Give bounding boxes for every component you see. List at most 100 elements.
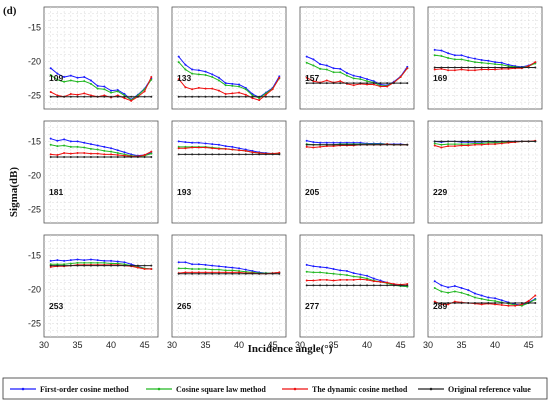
data-point: [89, 258, 92, 261]
data-point: [83, 141, 86, 144]
series-line: [178, 56, 280, 99]
data-point: [204, 272, 207, 275]
series-line: [434, 49, 536, 68]
legend-entry-reference: Original reference value: [418, 385, 531, 394]
data-point: [473, 296, 476, 299]
panel-label: 157: [305, 73, 319, 83]
data-point: [56, 156, 59, 159]
panel-frame: [427, 6, 543, 110]
x-tick-label: 30: [39, 340, 49, 350]
data-point: [467, 140, 470, 143]
data-point: [339, 80, 342, 83]
grid: [44, 235, 158, 337]
data-point: [352, 272, 355, 275]
data-point: [197, 73, 200, 76]
data-point: [352, 84, 355, 87]
data-point: [460, 54, 463, 57]
data-point: [63, 264, 66, 267]
data-point: [197, 153, 200, 156]
panel-frame: [43, 120, 159, 224]
data-point: [110, 259, 113, 262]
series-line: [178, 147, 280, 155]
data-point: [278, 95, 281, 98]
data-point: [339, 71, 342, 74]
data-point: [453, 69, 456, 72]
series-line: [178, 77, 280, 101]
data-point: [116, 90, 119, 93]
data-point: [83, 76, 86, 79]
data-point: [69, 140, 72, 143]
data-point: [69, 152, 72, 155]
data-point: [123, 95, 126, 98]
series-line: [50, 76, 152, 102]
data-point: [460, 58, 463, 61]
x-tick-label: 35: [457, 340, 467, 350]
data-point: [116, 151, 119, 154]
data-point: [123, 156, 126, 159]
data-point: [406, 284, 409, 287]
series-reference: [49, 156, 153, 159]
x-tick-label: 35: [201, 340, 211, 350]
data-point: [264, 95, 267, 98]
data-point: [312, 146, 315, 149]
data-point: [184, 272, 187, 275]
data-point: [231, 153, 234, 156]
data-point: [305, 279, 308, 282]
data-point: [204, 153, 207, 156]
data-point: [83, 156, 86, 159]
data-point: [136, 266, 139, 269]
data-point: [392, 82, 395, 85]
data-point: [56, 95, 59, 98]
data-point: [217, 143, 220, 146]
data-point: [69, 264, 72, 267]
data-point: [204, 95, 207, 98]
panel-grid: -15 -20 -25 109 133 157 169 -15 -20 -25 181 193 205 2…: [28, 6, 543, 350]
data-point: [211, 73, 214, 76]
data-point: [143, 90, 146, 93]
grid: [44, 7, 158, 109]
x-tick-label: 40: [490, 340, 500, 350]
data-point: [197, 272, 200, 275]
data-point: [130, 99, 133, 102]
data-point: [184, 261, 187, 264]
data-point: [69, 145, 72, 148]
data-point: [494, 68, 497, 71]
data-point: [345, 71, 348, 74]
data-point: [177, 272, 180, 275]
x-tick-label: 45: [140, 340, 150, 350]
series-line: [178, 140, 280, 155]
data-point: [49, 264, 52, 267]
panel-193: 193: [171, 120, 287, 224]
data-point: [480, 297, 483, 300]
data-point: [244, 153, 247, 156]
data-point: [345, 74, 348, 77]
data-point: [494, 66, 497, 69]
data-point: [103, 145, 106, 148]
data-point: [89, 156, 92, 159]
data-point: [76, 151, 79, 154]
data-point: [271, 95, 274, 98]
data-point: [191, 72, 194, 75]
data-point: [514, 302, 517, 304]
data-point: [191, 68, 194, 71]
legend-marker: [429, 387, 433, 391]
data-point: [332, 141, 335, 144]
data-point: [372, 277, 375, 280]
data-point: [359, 143, 362, 146]
panel-229: 229: [427, 120, 543, 224]
data-point: [433, 68, 436, 71]
data-point: [211, 264, 214, 267]
data-point: [480, 61, 483, 64]
data-point: [56, 154, 59, 156]
panel-label: 181: [49, 187, 63, 197]
data-point: [258, 95, 261, 98]
series-line: [50, 138, 152, 157]
data-point: [325, 272, 328, 275]
series-reference: [49, 264, 153, 267]
data-point: [352, 82, 355, 85]
data-point: [473, 140, 476, 143]
data-point: [339, 67, 342, 70]
series-line: [50, 262, 152, 270]
data-point: [359, 278, 362, 281]
